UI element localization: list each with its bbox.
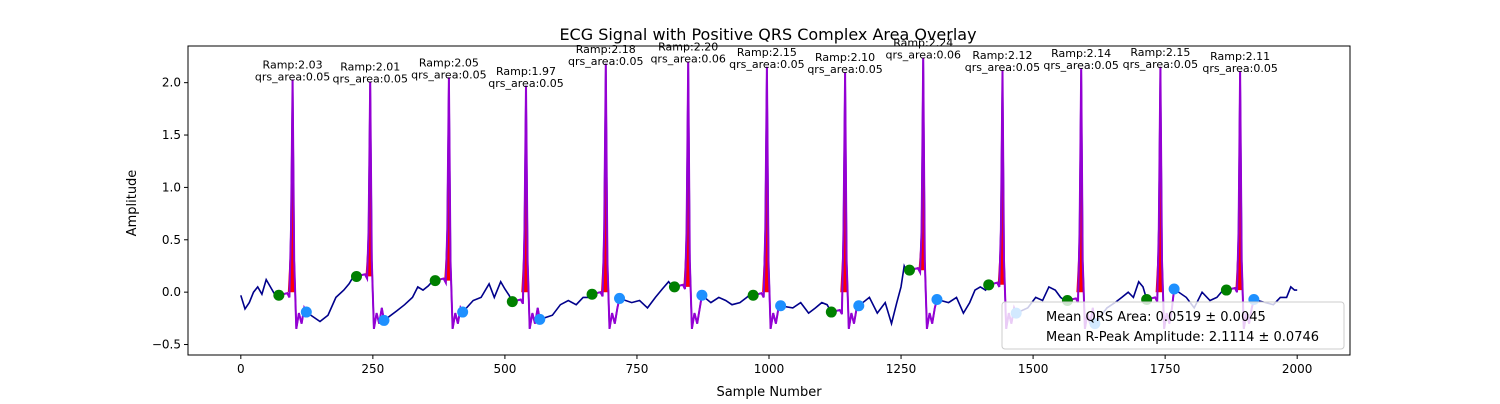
qrs-onset-marker bbox=[747, 289, 759, 301]
qrs-offset-marker bbox=[931, 293, 943, 305]
legend-box bbox=[1001, 301, 1345, 350]
qrs-segment-line bbox=[278, 79, 308, 329]
y-tick-label: 2.0 bbox=[162, 76, 181, 90]
qrs-area-annotation: qrs_area:0.05 bbox=[1202, 62, 1277, 75]
legend-entry-qrs-area: Mean QRS Area: 0.0519 ± 0.0045 bbox=[1046, 310, 1266, 325]
r-amplitude-annotation: Ramp:2.24 bbox=[893, 37, 953, 50]
qrs-offset-marker bbox=[300, 306, 312, 318]
y-axis: −0.5 0.0 0.5 1.0 1.5 2.0 bbox=[152, 76, 188, 352]
x-tick-label: 1500 bbox=[1018, 362, 1049, 376]
r-amplitude-annotation: Ramp:2.20 bbox=[658, 41, 718, 54]
chart-title: ECG Signal with Positive QRS Complex Are… bbox=[559, 25, 976, 44]
r-amplitude-annotation: Ramp:1.97 bbox=[496, 65, 556, 78]
y-axis-label: Amplitude bbox=[125, 170, 140, 237]
qrs-onset-marker bbox=[983, 279, 995, 291]
qrs-onset-marker bbox=[506, 296, 518, 308]
qrs-area-annotation: qrs_area:0.05 bbox=[568, 55, 643, 68]
r-amplitude-annotation: Ramp:2.15 bbox=[737, 46, 797, 59]
y-tick-label: 1.0 bbox=[162, 180, 181, 194]
r-amplitude-annotation: Ramp:2.12 bbox=[972, 49, 1032, 62]
legend: Mean QRS Area: 0.0519 ± 0.0045 Mean R-Pe… bbox=[1001, 301, 1345, 350]
qrs-onset-marker bbox=[273, 289, 285, 301]
legend-entry-r-amplitude: Mean R-Peak Amplitude: 2.1114 ± 0.0746 bbox=[1046, 330, 1319, 345]
qrs-segment-line bbox=[674, 61, 703, 329]
qrs-segment-line bbox=[434, 77, 464, 329]
x-tick-label: 1750 bbox=[1150, 362, 1181, 376]
qrs-area-annotation: qrs_area:0.05 bbox=[729, 58, 804, 71]
x-tick-label: 250 bbox=[361, 362, 384, 376]
x-tick-label: 750 bbox=[626, 362, 649, 376]
x-tick-label: 2000 bbox=[1282, 362, 1313, 376]
qrs-offset-marker bbox=[775, 300, 787, 312]
qrs-offset-marker bbox=[378, 314, 390, 326]
qrs-offset-marker bbox=[1168, 283, 1180, 295]
qrs-segment-line bbox=[752, 66, 782, 329]
x-axis: 0 250 500 750 1000 1250 1500 1750 2000 bbox=[237, 355, 1312, 376]
qrs-area-annotation: qrs_area:0.05 bbox=[1043, 59, 1118, 72]
qrs-onset-marker bbox=[350, 270, 362, 282]
qrs-area-annotation: qrs_area:0.05 bbox=[411, 68, 486, 81]
qrs-area-annotation: qrs_area:0.06 bbox=[885, 49, 960, 62]
r-amplitude-annotation: Ramp:2.15 bbox=[1130, 46, 1190, 59]
y-tick-label: −0.5 bbox=[152, 338, 181, 352]
qrs-offset-marker bbox=[457, 306, 469, 318]
y-tick-label: 0.0 bbox=[162, 285, 181, 299]
r-amplitude-annotation: Ramp:2.03 bbox=[263, 59, 323, 72]
y-tick-label: 1.5 bbox=[162, 128, 181, 142]
r-amplitude-annotation: Ramp:2.10 bbox=[815, 51, 875, 64]
x-tick-label: 1250 bbox=[886, 362, 917, 376]
qrs-segment-line bbox=[909, 57, 938, 329]
y-tick-label: 0.5 bbox=[162, 233, 181, 247]
r-amplitude-annotation: Ramp:2.01 bbox=[340, 61, 400, 74]
qrs-area-annotation: qrs_area:0.05 bbox=[965, 61, 1040, 74]
qrs-onset-marker bbox=[668, 281, 680, 293]
qrs-area-annotation: qrs_area:0.05 bbox=[1123, 58, 1198, 71]
qrs-segment-line bbox=[591, 63, 621, 329]
r-amplitude-annotation: Ramp:2.18 bbox=[576, 43, 636, 56]
qrs-offset-marker bbox=[696, 289, 708, 301]
r-amplitude-annotation: Ramp:2.05 bbox=[419, 56, 479, 69]
x-axis-label: Sample Number bbox=[716, 385, 822, 400]
qrs-area-annotation: qrs_area:0.05 bbox=[807, 63, 882, 76]
qrs-segment-line bbox=[831, 72, 860, 329]
qrs-onset-marker bbox=[1220, 284, 1232, 296]
qrs-area-annotation: qrs_area:0.05 bbox=[332, 73, 407, 86]
qrs-offset-marker bbox=[534, 313, 546, 325]
qrs-onset-marker bbox=[586, 288, 598, 300]
qrs-onset-marker bbox=[825, 306, 837, 318]
x-tick-label: 500 bbox=[493, 362, 516, 376]
x-tick-label: 1000 bbox=[754, 362, 785, 376]
qrs-area-annotation: qrs_area:0.06 bbox=[650, 53, 725, 66]
qrs-offset-marker bbox=[853, 300, 865, 312]
qrs-offset-marker bbox=[614, 292, 626, 304]
qrs-onset-marker bbox=[429, 275, 441, 287]
qrs-onset-marker bbox=[903, 264, 915, 276]
qrs-area-annotation: qrs_area:0.05 bbox=[488, 77, 563, 90]
qrs-area-annotation: qrs_area:0.05 bbox=[255, 71, 330, 84]
r-amplitude-annotation: Ramp:2.11 bbox=[1210, 50, 1270, 63]
x-tick-label: 0 bbox=[237, 362, 245, 376]
r-amplitude-annotation: Ramp:2.14 bbox=[1051, 47, 1111, 60]
